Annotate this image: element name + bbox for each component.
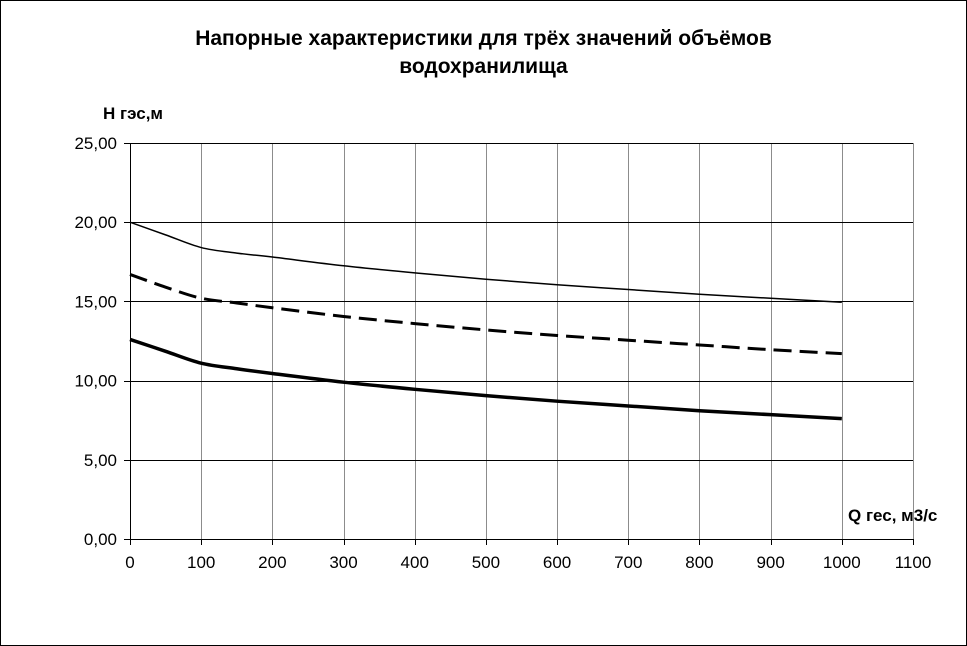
x-tick-label: 500 [472,553,500,572]
chart-title-line-1: Напорные характеристики для трёх значени… [195,27,772,50]
series-line-3 [129,337,842,421]
y-tick-label: 0,00 [84,530,117,549]
x-tick-label: 800 [685,553,713,572]
y-tick-label: 10,00 [74,372,117,391]
x-tick-label: 100 [187,553,215,572]
y-tick-label: 25,00 [74,134,117,153]
y-tick-label: 15,00 [74,292,117,311]
x-tick-label: 900 [756,553,784,572]
x-tick-label: 700 [614,553,642,572]
x-tick-label: 200 [258,553,286,572]
y-tick-label: 5,00 [84,451,117,470]
x-tick-label: 300 [329,553,357,572]
series-line-1 [129,221,842,303]
series-line-2 [129,273,842,356]
x-axis-label: Q гес, м3/с [848,506,938,525]
y-axis-label: Н гэс,м [103,104,163,123]
y-tick-label: 20,00 [74,213,117,232]
x-tick-label: 1100 [895,553,932,572]
x-tick-label: 0 [125,553,134,572]
chart-title-line-2: водохранилища [399,55,568,78]
x-tick-label: 400 [401,553,429,572]
x-tick-label: 1000 [823,553,861,572]
x-tick-label: 600 [543,553,571,572]
